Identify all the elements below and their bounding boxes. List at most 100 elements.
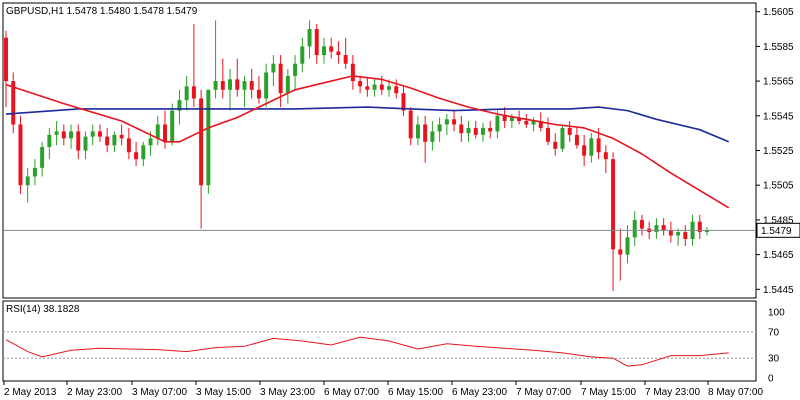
candle-bullish [242, 81, 247, 90]
candle-bearish [401, 93, 406, 111]
candle-bearish [538, 121, 543, 128]
price-tick-label: 1.5465 [763, 250, 794, 261]
time-tick-label: 6 May 07:00 [324, 387, 379, 398]
candle-bearish [365, 86, 370, 90]
time-tick-label: 6 May 23:00 [452, 387, 507, 398]
candle-bullish [177, 100, 182, 111]
candle-bullish [372, 84, 377, 90]
current-price-label: 1.5479 [761, 226, 792, 237]
candle-bullish [271, 63, 276, 73]
candle-bullish [705, 230, 709, 233]
candle-bullish [466, 127, 471, 134]
candle-bullish [495, 115, 500, 132]
candle-bearish [553, 141, 558, 149]
candle-bearish [408, 110, 413, 139]
candle-bullish [170, 110, 175, 142]
candle-bearish [358, 81, 363, 87]
candle-bullish [83, 136, 88, 151]
candle-bearish [336, 51, 341, 56]
candle-bullish [25, 176, 30, 186]
candle-bearish [683, 232, 688, 239]
moving-average-fast [5, 75, 730, 209]
candle-bearish [343, 55, 348, 64]
price-tick-label: 1.5605 [763, 7, 794, 18]
candle-bullish [387, 86, 392, 90]
candle-bearish [567, 127, 572, 135]
candle-bearish [97, 131, 102, 137]
price-tick-label: 1.5485 [763, 215, 794, 226]
price-panel[interactable] [2, 2, 757, 299]
time-tick-label: 3 May 07:00 [132, 387, 187, 398]
candle-bearish [394, 86, 399, 94]
candle-bearish [596, 138, 601, 153]
rsi-tick-label: 70 [768, 327, 780, 338]
candle-bearish [502, 115, 507, 121]
candle-bearish [199, 98, 204, 186]
candle-bearish [639, 219, 644, 229]
candle-bullish [509, 117, 514, 121]
price-tick-label: 1.5525 [763, 146, 794, 157]
candle-bullish [437, 124, 442, 132]
candle-bullish [321, 46, 326, 56]
candle-bearish [4, 37, 8, 82]
candle-bullish [155, 124, 160, 139]
candle-bullish [32, 167, 37, 177]
candle-bearish [220, 81, 225, 90]
candle-bullish [213, 81, 218, 90]
candle-bearish [18, 124, 23, 186]
candle-bullish [632, 219, 637, 238]
candle-bullish [54, 131, 59, 135]
candle-bullish [293, 63, 298, 76]
candle-bullish [589, 138, 594, 156]
candle-bullish [560, 127, 565, 149]
candle-bearish [163, 124, 167, 142]
candle-bearish [126, 138, 131, 153]
time-tick-label: 6 May 15:00 [388, 387, 443, 398]
candle-bullish [40, 147, 45, 168]
candle-bullish [206, 89, 211, 186]
time-tick-label: 7 May 07:00 [516, 387, 571, 398]
candle-bearish [76, 131, 81, 151]
time-tick-label: 7 May 23:00 [645, 387, 700, 398]
rsi-tick-label: 0 [768, 374, 774, 385]
candle-bullish [90, 131, 95, 137]
candle-bullish [480, 127, 485, 135]
candle-bullish [430, 131, 435, 142]
price-tick-label: 1.5565 [763, 77, 794, 88]
time-tick-label: 3 May 23:00 [260, 387, 315, 398]
moving-average-slow [5, 106, 730, 143]
candle-bearish [379, 84, 384, 90]
time-tick-label: 8 May 07:00 [708, 387, 763, 398]
price-tick-label: 1.5505 [763, 181, 794, 192]
candle-bearish [423, 124, 428, 142]
candle-bearish [611, 159, 616, 250]
rsi-line [5, 336, 729, 367]
candle-bearish [459, 124, 464, 134]
rsi-label: RSI(14) 38.1828 [6, 304, 80, 315]
candle-bearish [661, 225, 666, 231]
candle-bullish [112, 134, 117, 146]
time-tick-label: 3 May 15:00 [196, 387, 251, 398]
candle-bearish [256, 89, 261, 99]
candle-bearish [546, 127, 550, 142]
time-tick-label: 2 May 2013 [4, 387, 57, 398]
time-tick-label: 7 May 15:00 [581, 387, 636, 398]
candle-bearish [618, 249, 623, 255]
candle-bearish [329, 46, 334, 52]
axis-labels: 1.5605 1.5585 1.5565 1.5545 1.5525 1.5505 1.54… [3, 7, 800, 398]
candle-bullish [141, 145, 146, 160]
candle-bullish [444, 119, 449, 125]
candle-bullish [625, 237, 630, 255]
chart-header: GBPUSD,H1 1.5478 1.5480 1.5478 1.5479 [6, 6, 198, 17]
candle-bullish [676, 232, 681, 236]
candle-bearish [314, 29, 319, 56]
candle-bearish [350, 63, 355, 82]
candle-bearish [473, 127, 478, 135]
candle-bearish [603, 152, 608, 160]
candle-bearish [11, 81, 16, 125]
candle-bearish [574, 134, 579, 146]
price-tick-label: 1.5585 [763, 42, 794, 53]
rsi-panel[interactable] [2, 300, 757, 382]
